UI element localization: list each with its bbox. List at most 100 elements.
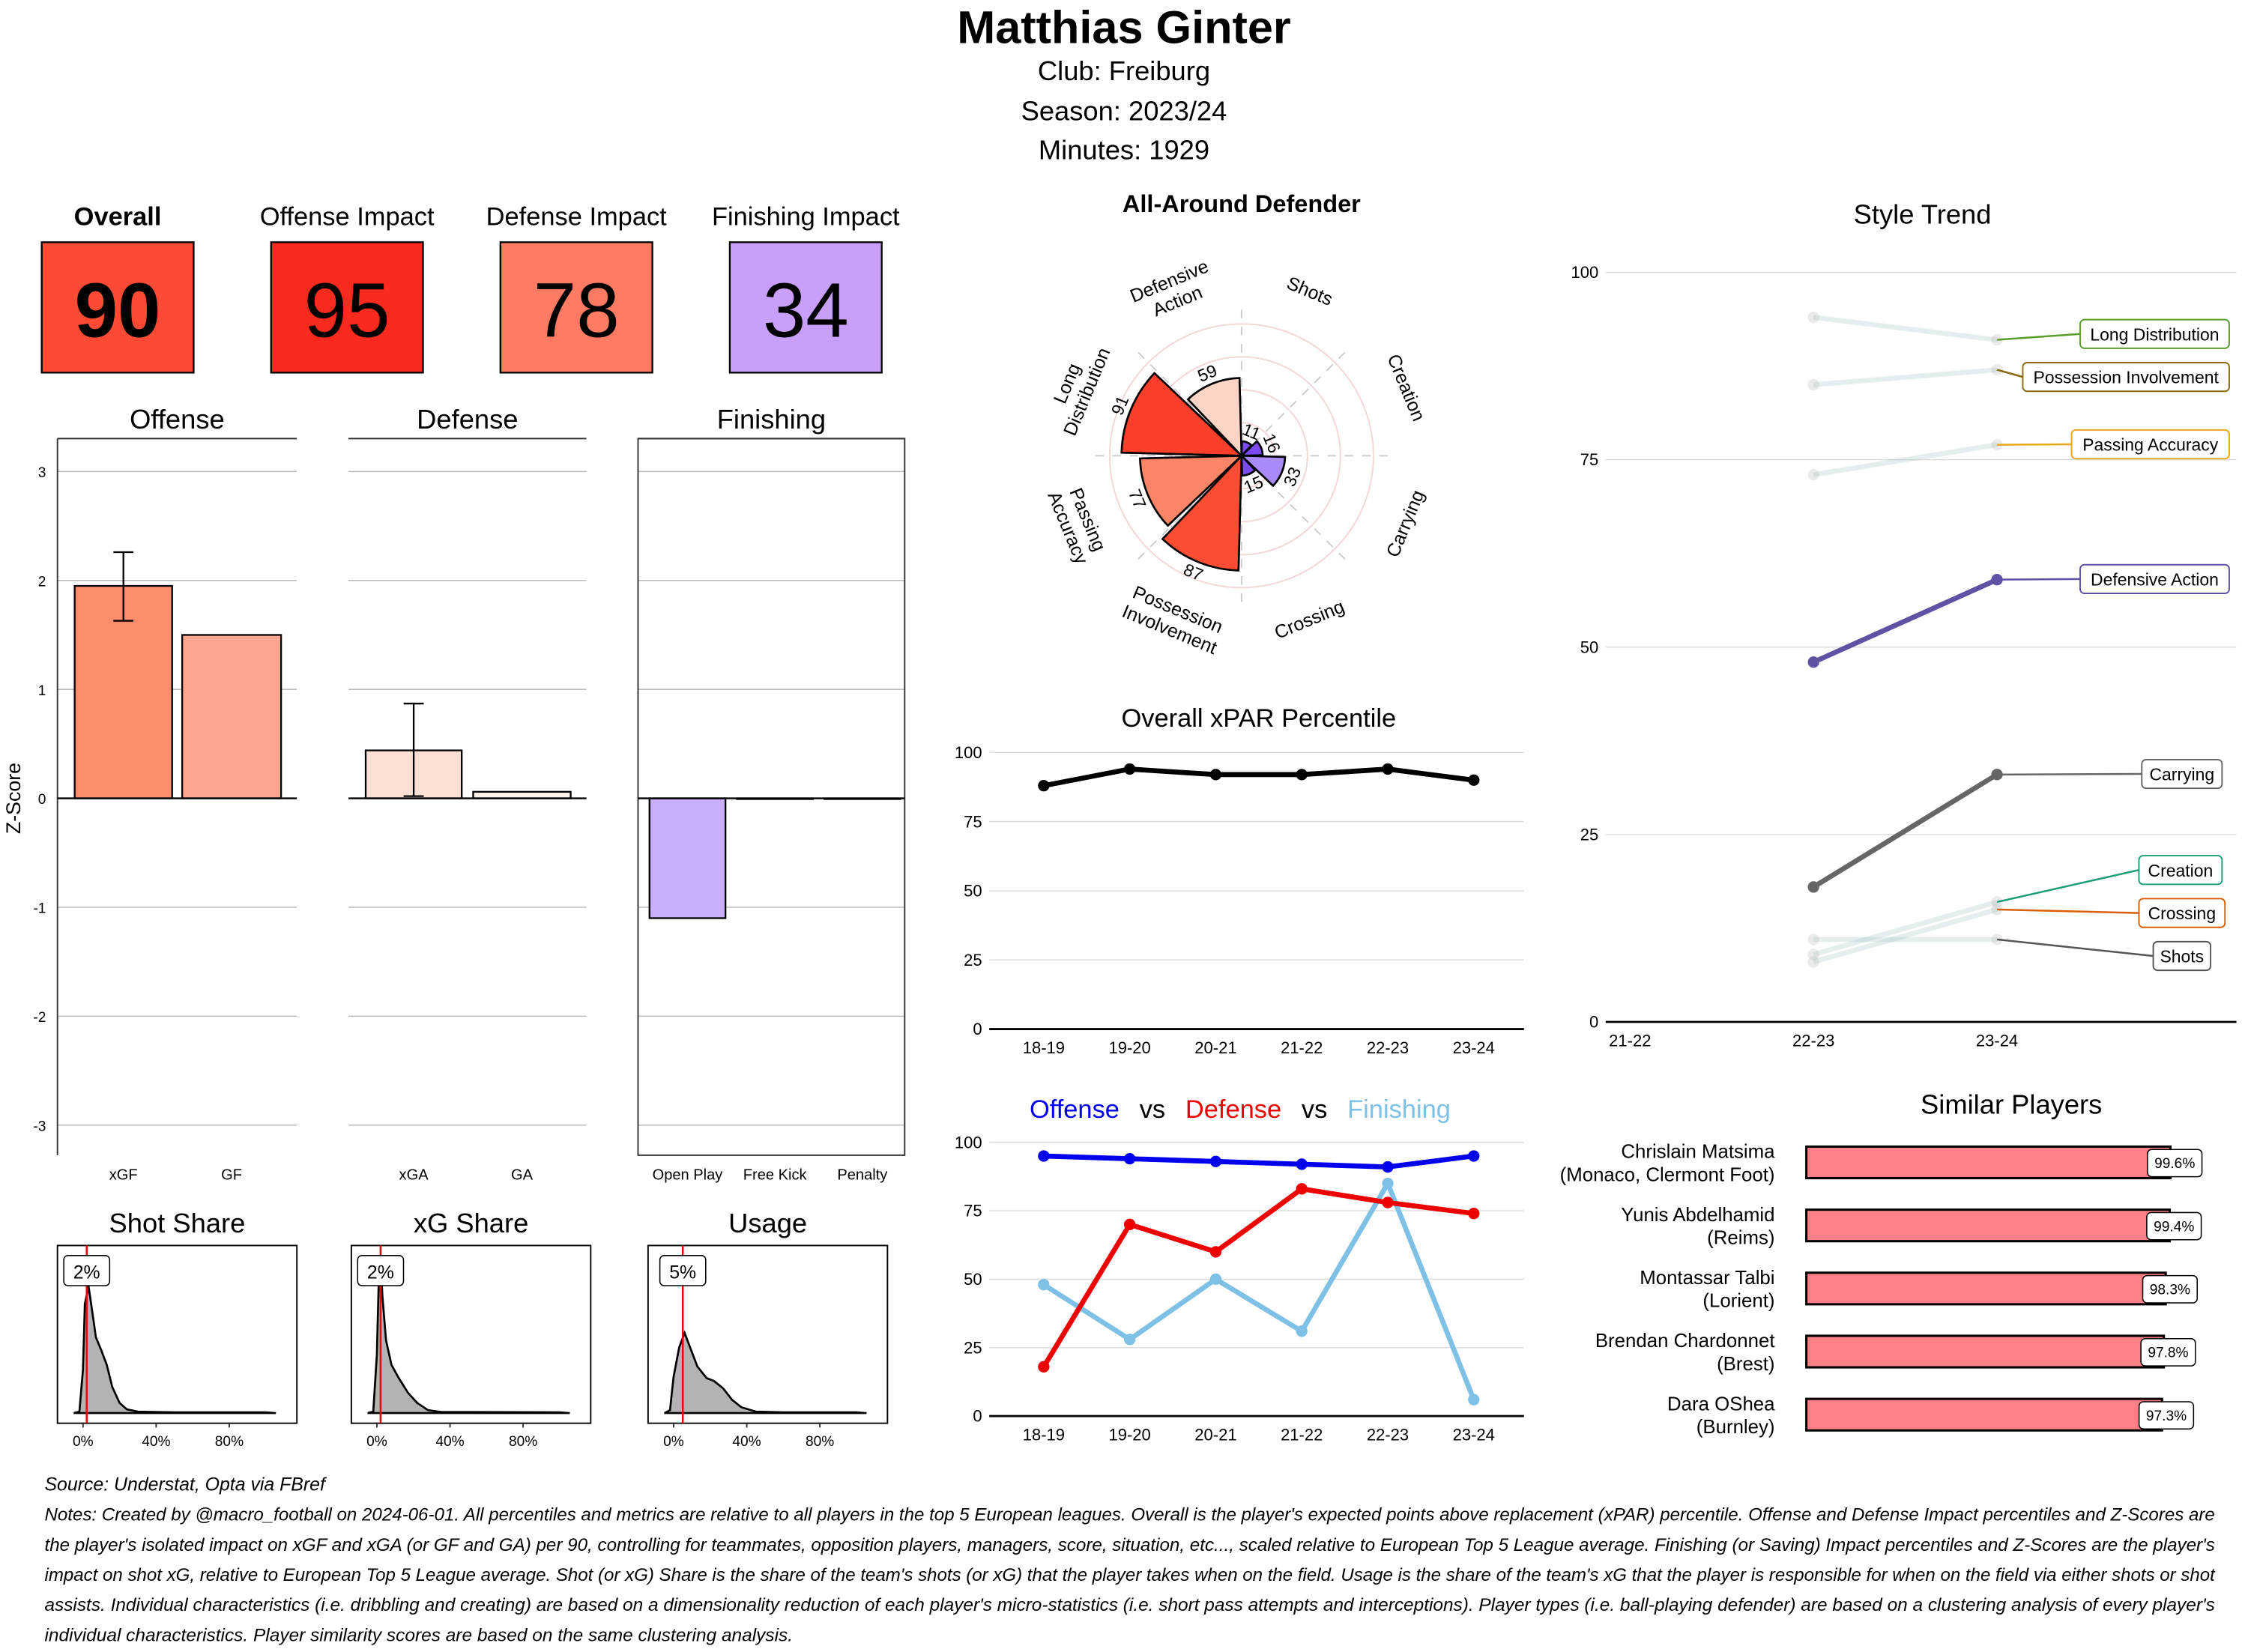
- minutes-line: Minutes: 1929: [1039, 134, 1209, 165]
- y-tick-label: 0: [38, 792, 46, 808]
- series-label: Shots: [2160, 947, 2204, 966]
- x-tick-label: 80%: [806, 1434, 834, 1450]
- y-tick-label: 1: [38, 683, 46, 699]
- series-line-offense: [1043, 1153, 1475, 1170]
- x-tick-label: GF: [221, 1167, 242, 1183]
- notes-line: impact on shot xG, relative to European …: [44, 1565, 2216, 1585]
- x-tick-label: 40%: [732, 1434, 761, 1450]
- series-line: [1043, 766, 1475, 788]
- series-line-finishing: [1042, 1177, 1476, 1401]
- category-label: Creation: [1383, 351, 1429, 425]
- y-tick-label: 100: [955, 743, 982, 762]
- title-part: Offense: [1030, 1095, 1120, 1124]
- data-point: [1124, 763, 1136, 775]
- similarity-bar: [1805, 1271, 2167, 1306]
- data-point: [1038, 780, 1050, 792]
- chart-title: Style Trend: [1854, 199, 1992, 229]
- data-point: [1296, 769, 1308, 781]
- series-label-box: [2079, 318, 2230, 349]
- notes-line: individual characteristics. Player simil…: [44, 1625, 793, 1645]
- label-connector: [1996, 938, 2154, 957]
- similarity-value: 98.3%: [2150, 1282, 2190, 1298]
- offense-defense-finishing-chart: Offense vs Defense vs Finishing 0 25 50 75 100 18-…: [955, 1095, 1524, 1444]
- panel-title: Usage: [728, 1208, 807, 1238]
- score-label: Finishing Impact: [712, 202, 900, 231]
- zscore-charts: 3 2 1 0 -1 -2 -3 Z-Score Offense xGF GF Defense xGA G…: [2, 404, 906, 1183]
- score-label: Offense Impact: [260, 202, 435, 231]
- value-label-box: [357, 1255, 405, 1286]
- radar-wedge: [1240, 453, 1257, 477]
- player-club-label: (Reims): [1707, 1228, 1774, 1249]
- data-point: [1991, 769, 2003, 781]
- y-tick-label: -3: [33, 1119, 46, 1134]
- xpar-line-chart: Overall xPAR Percentile 0 25 50 75 100 18-19 19…: [955, 704, 1524, 1057]
- bar-open-play: [648, 797, 727, 919]
- radial-gridline: [1141, 356, 1341, 556]
- data-point: [1468, 774, 1480, 786]
- x-tick-label: 20-21: [1194, 1038, 1236, 1057]
- similarity-bar: [1805, 1208, 2172, 1243]
- score-tile: [40, 241, 195, 374]
- x-tick-label: 22-23: [1792, 1032, 1834, 1050]
- data-point: [1807, 378, 1819, 391]
- title-part: vs: [1140, 1095, 1165, 1124]
- y-tick-label: 75: [1580, 450, 1598, 469]
- similarity-value: 99.6%: [2154, 1156, 2195, 1172]
- title-part: Defense: [1185, 1095, 1281, 1124]
- share-density-charts: Shot Share 2% 0% 40% 80% xG Share 2% 0% 40% 80% Us…: [56, 1208, 889, 1450]
- similarity-label-box: [2140, 1338, 2196, 1367]
- title-part: vs: [1302, 1095, 1327, 1124]
- similarity-label-box: [2147, 1149, 2203, 1178]
- value-label: 5%: [669, 1262, 696, 1283]
- season-line: Season: 2023/24: [1021, 96, 1227, 127]
- x-tick-label: 23-24: [1453, 1426, 1495, 1444]
- y-tick-label: 100: [955, 1133, 982, 1152]
- error-bar: [403, 702, 424, 797]
- radar-wedge: [1186, 377, 1243, 459]
- score-label: Defense Impact: [486, 202, 668, 231]
- score-value: 78: [534, 267, 620, 354]
- x-tick-label: 21-22: [1281, 1038, 1323, 1057]
- similarity-label-box: [2138, 1401, 2195, 1430]
- category-label: Crossing: [1272, 596, 1347, 643]
- series-label-box: [2070, 429, 2230, 460]
- series-label: Long Distribution: [2090, 324, 2219, 344]
- y-tick-label: 50: [964, 882, 982, 901]
- player-club-label: (Brest): [1717, 1354, 1774, 1375]
- data-point: [1807, 468, 1819, 481]
- data-point: [1991, 904, 2003, 916]
- y-tick-label: 50: [964, 1270, 982, 1289]
- y-tick-label: 50: [1580, 638, 1598, 656]
- panel-title: xG Share: [414, 1208, 528, 1238]
- score-value: 34: [763, 267, 849, 354]
- value-label: 2%: [367, 1262, 394, 1283]
- error-bar: [113, 551, 134, 622]
- x-tick-label: 0%: [663, 1434, 684, 1450]
- x-tick-label: GA: [511, 1167, 534, 1183]
- label-connector: [1996, 369, 2023, 378]
- label-connector: [1997, 772, 2142, 776]
- similarity-label-box: [2142, 1274, 2198, 1304]
- score-tiles: Overall 90 Offense Impact 95 Defense Impact 7…: [40, 202, 900, 374]
- x-tick-label: 18-19: [1023, 1426, 1065, 1444]
- value-label-box: [659, 1255, 707, 1286]
- similarity-bar: [1805, 1145, 2172, 1180]
- data-point: [1807, 948, 1819, 960]
- x-tick-label: 20-21: [1194, 1426, 1236, 1444]
- chart-title: Overall xPAR Percentile: [1121, 704, 1396, 733]
- series-label-box: [2079, 563, 2230, 594]
- y-tick-label: 25: [1580, 826, 1598, 844]
- label-connector: [1996, 869, 2139, 904]
- x-tick-label: 18-19: [1023, 1038, 1065, 1057]
- y-tick-label: 75: [964, 1202, 982, 1220]
- panel-title: Finishing: [717, 404, 826, 435]
- data-point: [1209, 1273, 1222, 1286]
- x-tick-label: 40%: [142, 1434, 170, 1450]
- similar-players-chart: Similar Players Chrislain Matsima(Monaco,…: [1560, 1089, 2203, 1438]
- y-tick-label: 75: [964, 812, 982, 831]
- data-point: [1807, 934, 1819, 945]
